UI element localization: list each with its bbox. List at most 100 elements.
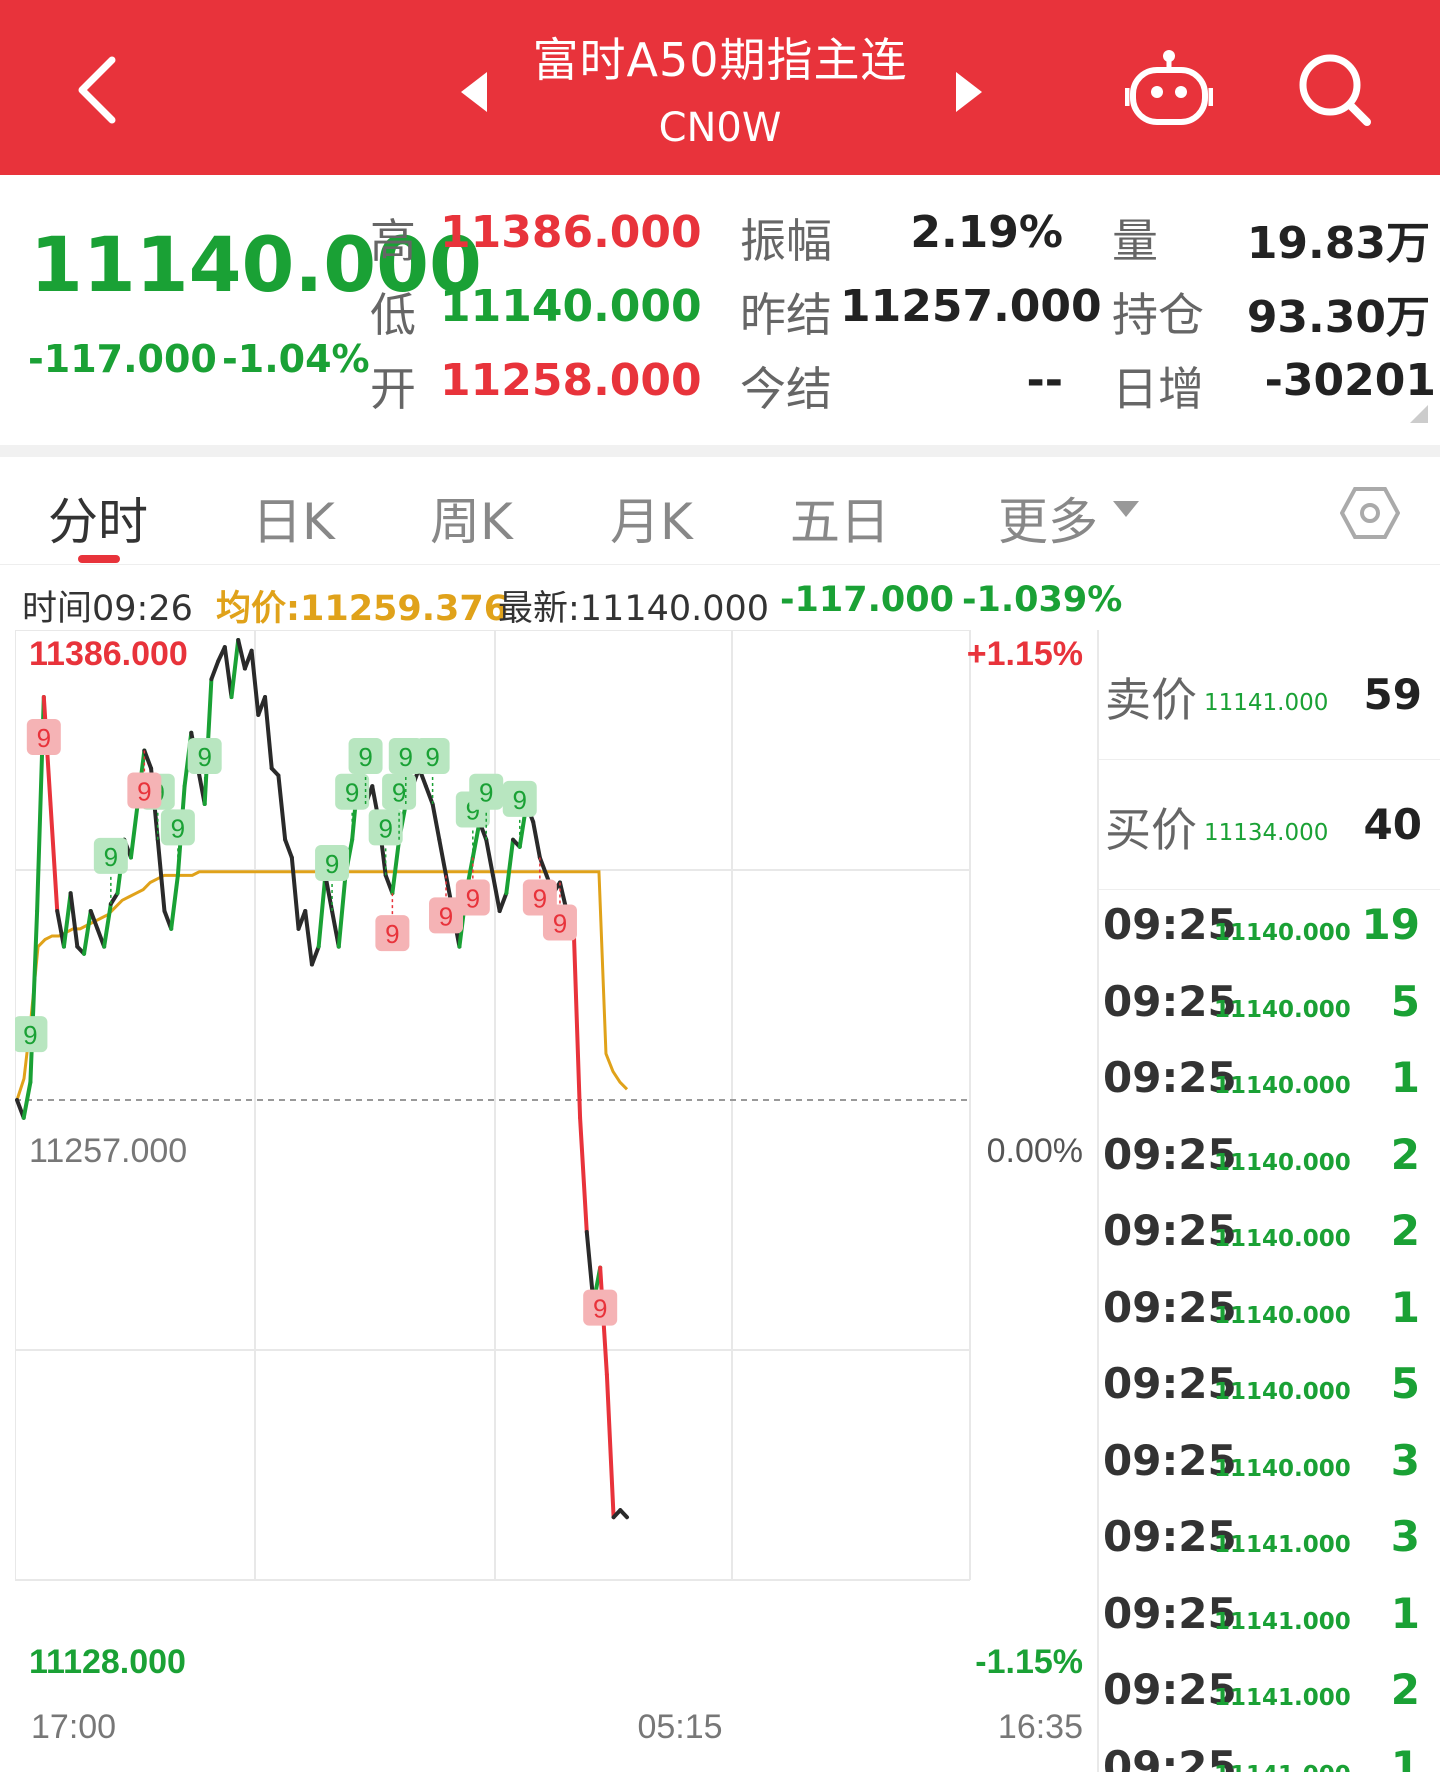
- sell-signal-marker: [375, 915, 410, 952]
- trade-row: 09:25 11140.000 5: [1099, 969, 1440, 1045]
- signal-marker-label: 9: [104, 842, 118, 872]
- signal-marker-label: 9: [553, 908, 567, 938]
- trade-price: 11140.000: [1214, 920, 1351, 946]
- high-label: 高: [370, 214, 416, 268]
- back-arrow-icon[interactable]: [70, 50, 130, 130]
- settings-hexagon-icon[interactable]: [1339, 485, 1401, 541]
- tab-more[interactable]: 更多: [998, 493, 1098, 551]
- ask-price: 11141.000: [1204, 690, 1329, 716]
- signal-marker-label: 9: [593, 1294, 607, 1324]
- trade-price: 11140.000: [1214, 1073, 1351, 1099]
- signal-marker-label: 9: [378, 813, 392, 843]
- buy-signal-marker: [315, 845, 350, 882]
- price-segment: [82, 909, 93, 956]
- buy-signal-marker: [160, 809, 195, 846]
- trade-price: 11141.000: [1214, 1762, 1351, 1772]
- trade-volume: 2: [1390, 1665, 1420, 1714]
- trade-price: 11140.000: [1214, 996, 1351, 1023]
- low-label: 低: [370, 288, 416, 342]
- price-segment: [470, 819, 482, 860]
- y-mid-label: 11257.000: [29, 1132, 187, 1170]
- trade-time: 09:25: [1103, 1512, 1237, 1561]
- search-icon[interactable]: [1295, 50, 1375, 130]
- open-interest-label: 持仓: [1112, 288, 1204, 342]
- trade-price: 11141.000: [1214, 1685, 1351, 1711]
- price-segment: [437, 837, 449, 878]
- signal-marker-label: 9: [385, 919, 399, 949]
- prev-instrument-icon[interactable]: [455, 68, 495, 116]
- price-segment: [537, 855, 549, 878]
- intraday-chart[interactable]: 99999999999999999999999 11386.000 11257.…: [15, 630, 1097, 1772]
- top-bar: 富时A50期指主连 CN0W: [0, 0, 1440, 175]
- price-segment: [155, 837, 167, 914]
- trade-volume: 5: [1390, 1359, 1420, 1408]
- price-segment: [390, 837, 402, 896]
- daily-change-label: 日增: [1112, 362, 1204, 416]
- pct-max-label: +1.15%: [967, 635, 1083, 673]
- high-value: 11386.000: [440, 207, 702, 258]
- trade-time: 09:25: [1103, 1588, 1237, 1638]
- settle-value: --: [1026, 355, 1063, 406]
- x-label-mid: 05:15: [637, 1708, 722, 1746]
- title-block: 富时A50期指主连 CN0W: [500, 28, 940, 158]
- ask-volume: 59: [1363, 670, 1422, 719]
- buy-signal-marker: [368, 809, 403, 846]
- trade-volume: 3: [1390, 1512, 1420, 1561]
- signal-marker-label: 9: [197, 742, 211, 772]
- quote-panel: 11140.000 -117.000 -1.04% 高 11386.000 振幅…: [0, 175, 1440, 445]
- trade-row: 09:25 11140.000 5: [1099, 1351, 1440, 1427]
- trade-row: 09:25 11140.000 1: [1099, 1275, 1440, 1351]
- price-segment: [128, 802, 140, 860]
- signal-marker-label: 9: [392, 778, 406, 808]
- tab-five-day[interactable]: 五日: [790, 493, 890, 551]
- price-segment: [21, 1080, 33, 1120]
- tab-daily-k[interactable]: 日K: [252, 493, 335, 551]
- trade-row: 09:25 11140.000 2: [1099, 1122, 1440, 1198]
- prev-settle-value: 11257.000: [840, 281, 1102, 332]
- pct-min-label: -1.15%: [975, 1643, 1083, 1681]
- buy-signal-marker: [388, 738, 423, 775]
- bid-price: 11134.000: [1204, 820, 1329, 846]
- trade-volume: 3: [1390, 1435, 1420, 1485]
- tab-weekly-k[interactable]: 周K: [430, 493, 513, 551]
- price-segment: [236, 638, 247, 671]
- price-segment: [604, 1372, 616, 1520]
- prev-settle-label: 昨结: [740, 288, 832, 342]
- signal-marker-label: 9: [358, 742, 372, 772]
- price-segment: [142, 748, 154, 771]
- open-label: 开: [370, 362, 416, 416]
- info-change-pct: -1.039%: [962, 580, 1123, 620]
- y-max-label: 11386.000: [29, 635, 188, 673]
- buy-signal-marker: [15, 1016, 48, 1053]
- price-change: -117.000: [28, 337, 217, 381]
- intraday-chart-svg: 99999999999999999999999 11386.000 11257.…: [15, 630, 1083, 1746]
- chart-tabs: 分时 日K 周K 月K 五日 更多: [0, 457, 1440, 565]
- trade-time: 09:25: [1103, 1741, 1237, 1772]
- price-segment: [484, 837, 495, 878]
- bid-label: 买价: [1105, 803, 1197, 857]
- active-tab-indicator: [78, 555, 120, 563]
- tab-intraday[interactable]: 分时: [48, 493, 148, 551]
- trade-time: 09:25: [1103, 1206, 1237, 1255]
- signal-marker-label: 9: [23, 1020, 37, 1050]
- info-time: 时间09:26: [22, 589, 193, 629]
- next-instrument-icon[interactable]: [948, 68, 988, 116]
- price-segment: [102, 901, 113, 949]
- signal-marker-label: 9: [345, 778, 359, 808]
- buy-signal-marker: [502, 780, 537, 817]
- signal-marker-label: 9: [479, 778, 493, 808]
- price-segment: [531, 819, 542, 860]
- x-label-end: 16:35: [998, 1708, 1083, 1746]
- signal-marker-label: 9: [513, 785, 527, 815]
- tab-monthly-k[interactable]: 月K: [610, 493, 693, 551]
- info-change: -117.000: [780, 580, 954, 620]
- signal-marker-label: 9: [325, 849, 339, 879]
- trade-price: 11140.000: [1214, 1302, 1351, 1329]
- signal-marker-label: 9: [37, 723, 51, 753]
- buy-signal-marker: [348, 738, 383, 775]
- signal-marker-label: 9: [533, 884, 547, 914]
- expand-corner-icon[interactable]: [1410, 405, 1428, 423]
- robot-assistant-icon[interactable]: [1124, 48, 1214, 132]
